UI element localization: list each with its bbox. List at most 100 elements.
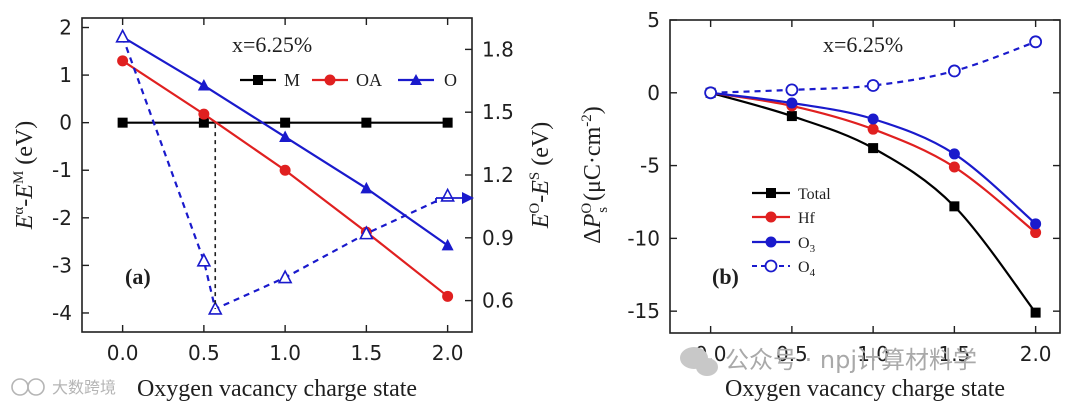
panel-b-chart: 0.0 0.5 1.0 1.5 2.050-5-10-15 x=6.25% (b) To… (579, 8, 1061, 402)
a-xtick-label: 1.5 (350, 341, 382, 365)
b-ytick-label: -15 (627, 299, 660, 323)
legend-label-oa: OA (356, 70, 382, 90)
b-xtick-label: 1.0 (857, 342, 889, 366)
a-series-line-oa (122, 59, 449, 298)
legend-label-o4: O4 (798, 259, 816, 279)
b-point-total (786, 111, 797, 122)
panel-b-frame (669, 19, 1061, 334)
a-ytick-label: -2 (52, 206, 72, 230)
a-point-o (279, 130, 292, 142)
a-ytick-label: 0 (59, 111, 72, 135)
b-xtick-label: 0.5 (776, 342, 808, 366)
b-point-total (949, 201, 960, 212)
a-point-o (197, 79, 210, 91)
b-point-o4 (704, 86, 718, 100)
panel-b-legend: Total Hf O3 O4 (752, 186, 831, 279)
b-point-o4 (785, 83, 799, 97)
a-series-line-eoes (121, 36, 449, 311)
a-point-m (117, 117, 128, 128)
a-xtick-label: 0.5 (188, 341, 220, 365)
watermark-right: 公众号 · npj计算材料学 (680, 346, 977, 376)
a-ytick-right-label: 1.2 (482, 163, 514, 187)
legend-label-o3: O3 (798, 235, 816, 255)
b-point-hf (867, 123, 879, 135)
a-point-eoes (115, 28, 130, 43)
a-xtick-label: 1.0 (269, 341, 301, 365)
b-point-o3 (786, 97, 798, 109)
a-point-o (360, 181, 373, 194)
b-series-line-o3 (710, 91, 1037, 225)
b-ytick-label: 0 (647, 81, 660, 105)
b-point-total (868, 143, 879, 154)
a-point-m (442, 117, 453, 128)
b-ytick-label: 5 (647, 8, 660, 32)
watermark-left: 大数跨境 (11, 378, 116, 397)
panel-a-legend: M OA O (240, 70, 457, 90)
legend-marker-m (253, 75, 263, 85)
a-point-o (441, 238, 454, 251)
legend-marker-hf (765, 211, 777, 223)
b-point-total (1030, 307, 1041, 318)
legend-marker-total (766, 188, 776, 198)
a-point-oa (279, 164, 291, 176)
b-xtick-label: 1.5 (938, 342, 970, 366)
a-point-oa (442, 290, 454, 302)
a-ytick-label: -1 (52, 158, 72, 182)
a-point-m (198, 117, 209, 128)
a-point-oa (117, 55, 129, 67)
panel-a-series (115, 28, 455, 315)
panel-b-series (704, 35, 1043, 318)
a-xtick-label: 2.0 (432, 341, 464, 365)
b-point-o4 (947, 64, 961, 78)
a-xtick-label: 0.0 (107, 341, 139, 365)
b-xtick-label: 2.0 (1020, 342, 1052, 366)
b-ytick-label: -5 (640, 154, 660, 178)
a-point-m (361, 117, 372, 128)
panel-a-xlabel: Oxygen vacancy charge state (137, 376, 417, 402)
b-point-o3 (867, 113, 879, 125)
a-point-eoes (196, 252, 212, 267)
b-point-o3 (948, 148, 960, 160)
panel-a-annotation: x=6.25% (232, 32, 312, 57)
legend-label-m: M (284, 70, 300, 90)
panel-a-ticks: 0.0 0.5 1.0 1.5 2.0 2 1 0 -1 -2 -3 -4 1.8 1.5 1.2 0.9 0.… (52, 16, 514, 365)
panel-a-ylabel-right: EO-ES (eV) (527, 122, 554, 230)
a-ytick-right-label: 1.5 (482, 100, 514, 124)
legend-marker-oa (324, 74, 336, 86)
a-ytick-label: -3 (52, 253, 72, 277)
a-point-eoes (359, 225, 374, 240)
a-ytick-label: 1 (59, 63, 72, 87)
b-point-o4 (866, 79, 880, 92)
legend-marker-o4 (764, 259, 778, 273)
legend-label-hf: Hf (798, 210, 816, 227)
a-ytick-label: 2 (59, 16, 72, 40)
b-point-o4 (1029, 35, 1043, 49)
svg-text:EO-ES (eV): EO-ES (eV) (527, 122, 554, 230)
a-point-eoes (277, 269, 293, 284)
svg-text:Eα-EM (eV): Eα-EM (eV) (11, 121, 38, 231)
svg-text:大数跨境: 大数跨境 (52, 378, 116, 397)
panel-b-label: (b) (712, 264, 739, 289)
panel-b-xlabel: Oxygen vacancy charge state (725, 376, 1005, 402)
panel-a-right-axis-arrow (435, 192, 474, 204)
legend-label-total: Total (798, 186, 831, 203)
a-ytick-right-label: 0.9 (482, 226, 514, 250)
a-point-m (280, 117, 291, 128)
svg-text:ΔPOs (μC·cm-2): ΔPOs (μC·cm-2) (579, 106, 611, 243)
panel-a-chart: 0.0 0.5 1.0 1.5 2.0 2 1 0 -1 -2 -3 -4 1.8 1.5 1.2 0.9 0.… (11, 16, 554, 402)
a-ytick-right-label: 0.6 (482, 289, 514, 313)
a-ytick-right-label: 1.8 (482, 37, 514, 61)
legend-label-o: O (444, 70, 457, 90)
panel-a-ylabel-left: Eα-EM (eV) (11, 121, 38, 231)
a-ytick-label: -4 (52, 301, 72, 325)
legend-marker-o (410, 74, 422, 85)
panel-a-label: (a) (125, 264, 151, 289)
panel-b-ylabel: ΔPOs (μC·cm-2) (579, 106, 611, 243)
b-point-hf (1030, 227, 1042, 239)
b-ytick-label: -10 (627, 226, 660, 250)
b-point-hf (948, 161, 960, 173)
a-point-oa (198, 108, 210, 120)
panel-b-annotation: x=6.25% (823, 32, 903, 57)
svg-text:公众号 · npj计算材料学: 公众号 · npj计算材料学 (725, 346, 977, 374)
